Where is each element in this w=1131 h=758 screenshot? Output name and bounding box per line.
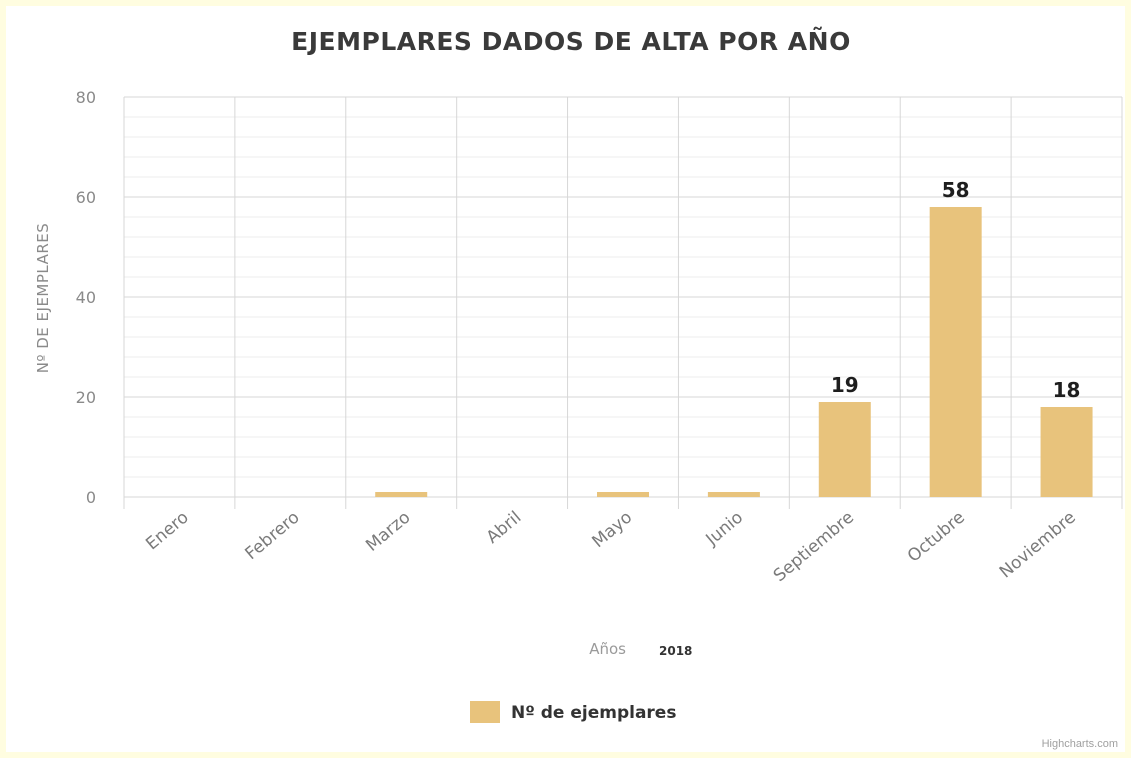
bar[interactable] <box>929 207 982 497</box>
chart-frame: EJEMPLARES DADOS DE ALTA POR AÑO 0 20 40 60… <box>6 6 1125 752</box>
x-tick-label: Junio <box>702 508 748 551</box>
y-axis-ticks: 0 20 40 60 80 <box>76 88 96 507</box>
x-tick-label: Septiembre <box>770 508 858 587</box>
legend-label[interactable]: Nº de ejemplares <box>511 703 676 723</box>
grid <box>123 96 1123 509</box>
data-label: 58 <box>942 178 970 202</box>
bar-chart: EJEMPLARES DADOS DE ALTA POR AÑO 0 20 40 60… <box>34 27 1123 750</box>
bars <box>375 207 1093 497</box>
bar[interactable] <box>707 492 760 497</box>
x-tick-label: Abril <box>483 508 526 548</box>
data-labels: 19 58 18 <box>831 178 1081 402</box>
credits-link[interactable]: Highcharts.com <box>1042 738 1118 750</box>
chart-title: EJEMPLARES DADOS DE ALTA POR AÑO <box>291 27 851 56</box>
bar[interactable] <box>1040 407 1093 497</box>
x-axis-label-year: 2018 <box>659 644 692 658</box>
bar[interactable] <box>597 492 649 497</box>
x-tick-label: Noviembre <box>996 508 1080 583</box>
x-tick-label: Febrero <box>242 508 304 565</box>
data-label: 19 <box>831 373 859 397</box>
y-tick-label: 60 <box>76 188 96 207</box>
x-tick-label: Octubre <box>904 508 969 567</box>
y-axis-label: Nº DE EJEMPLARES <box>34 223 52 374</box>
y-tick-label: 80 <box>76 88 96 107</box>
y-tick-label: 0 <box>86 488 96 507</box>
x-tick-label: Enero <box>142 508 192 555</box>
x-axis-ticks: Enero Febrero Marzo Abril Mayo Junio Septiembr… <box>142 508 1080 587</box>
legend-swatch[interactable] <box>470 701 500 723</box>
y-tick-label: 20 <box>76 388 96 407</box>
x-tick-label: Mayo <box>588 508 636 553</box>
bar[interactable] <box>375 492 428 497</box>
x-axis-label: Años <box>589 640 626 658</box>
y-tick-label: 40 <box>76 288 96 307</box>
legend[interactable]: Nº de ejemplares <box>470 701 676 723</box>
data-label: 18 <box>1053 378 1081 402</box>
x-tick-label: Marzo <box>362 508 414 556</box>
bar[interactable] <box>818 402 871 497</box>
